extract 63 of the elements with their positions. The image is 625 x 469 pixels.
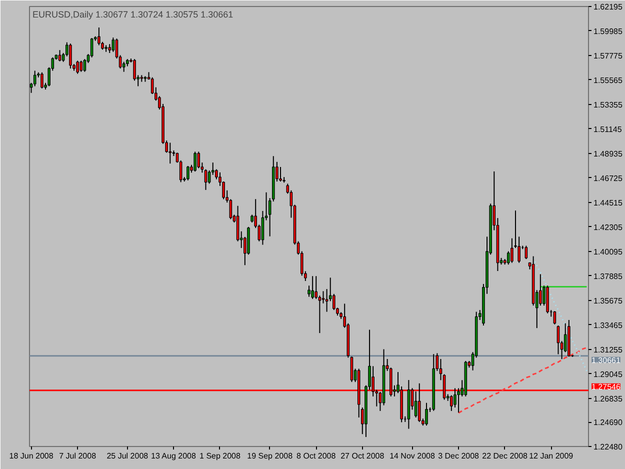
x-tick-label: 18 Jun 2008 [9, 452, 54, 460]
candlestick [204, 168, 208, 190]
candlestick [197, 151, 200, 169]
candlestick [194, 151, 196, 172]
x-tick-label: 8 Oct 2008 [296, 452, 336, 460]
candlestick [76, 60, 79, 74]
y-tick-label: 1.33465 [594, 320, 623, 330]
y-tick-label: 1.48935 [594, 149, 623, 158]
x-tick-label: 22 Dec 2008 [482, 452, 528, 460]
y-tick-label: 1.46725 [594, 174, 623, 183]
y-tick-label: 1.26835 [594, 394, 623, 404]
candlestick [439, 358, 442, 381]
candlestick [524, 245, 528, 260]
candlestick [418, 382, 421, 422]
candlestick [69, 43, 72, 69]
x-tick-label: 12 Jan 2009 [529, 452, 574, 460]
candlestick [325, 288, 328, 312]
y-tick-label: 1.35675 [594, 296, 623, 306]
candlestick [40, 72, 44, 89]
candlestick [553, 310, 556, 325]
candlestick [208, 170, 211, 184]
x-tick-label: 25 Jul 2008 [106, 452, 149, 460]
y-tick-label: 1.42305 [594, 222, 623, 232]
candlestick [279, 166, 282, 182]
x-tick-label: 14 Nov 2008 [390, 452, 436, 460]
y-tick-label: 1.22480 [594, 442, 623, 452]
y-tick-label: 1.29045 [594, 370, 623, 379]
y-tick-label: 1.31255 [594, 345, 623, 354]
x-tick-label: 7 Jul 2008 [59, 452, 97, 460]
candlestick [311, 276, 314, 300]
y-tick-label: 1.44515 [594, 198, 623, 208]
line-series [458, 346, 588, 414]
candlestick [98, 26, 100, 46]
candlestick [318, 295, 322, 334]
x-tick-label: 19 Sep 2008 [247, 452, 294, 460]
y-tick-label: 1.53355 [594, 100, 623, 110]
candlestick [457, 388, 460, 414]
line-series [532, 257, 588, 372]
x-tick-label: 1 Sep 2008 [200, 452, 241, 460]
y-tick-label: 1.51145 [594, 124, 622, 134]
candlestick [322, 290, 325, 304]
y-tick-label: 1.37885 [594, 272, 623, 281]
y-tick-label: 1.62195 [594, 2, 623, 12]
x-tick-label: 13 Aug 2008 [151, 452, 196, 460]
candlestick [350, 356, 354, 383]
y-tick-label: 1.40095 [594, 247, 623, 256]
y-tick-label: 1.24690 [594, 418, 623, 428]
y-tick-label: 1.59985 [594, 26, 623, 36]
x-tick-label: 27 Oct 2008 [340, 452, 385, 460]
candlestick [442, 374, 446, 400]
candlestick [236, 205, 240, 242]
candlestick [186, 165, 190, 181]
chart-title: EURUSD,Daily 1.30677 1.30724 1.30575 1.30661 [32, 10, 234, 20]
candlestick [80, 60, 83, 72]
candlestick [556, 325, 560, 355]
ref-line-label: 1.30661 [592, 356, 621, 365]
candlestick [168, 142, 172, 164]
y-tick-label: 1.57775 [594, 51, 623, 60]
x-tick-label: 3 Dec 2008 [438, 452, 480, 460]
ref-line-label: 1.27546 [592, 382, 621, 392]
y-tick-label: 1.55565 [594, 76, 623, 85]
candlestick [425, 402, 428, 426]
candlestick [510, 238, 514, 264]
